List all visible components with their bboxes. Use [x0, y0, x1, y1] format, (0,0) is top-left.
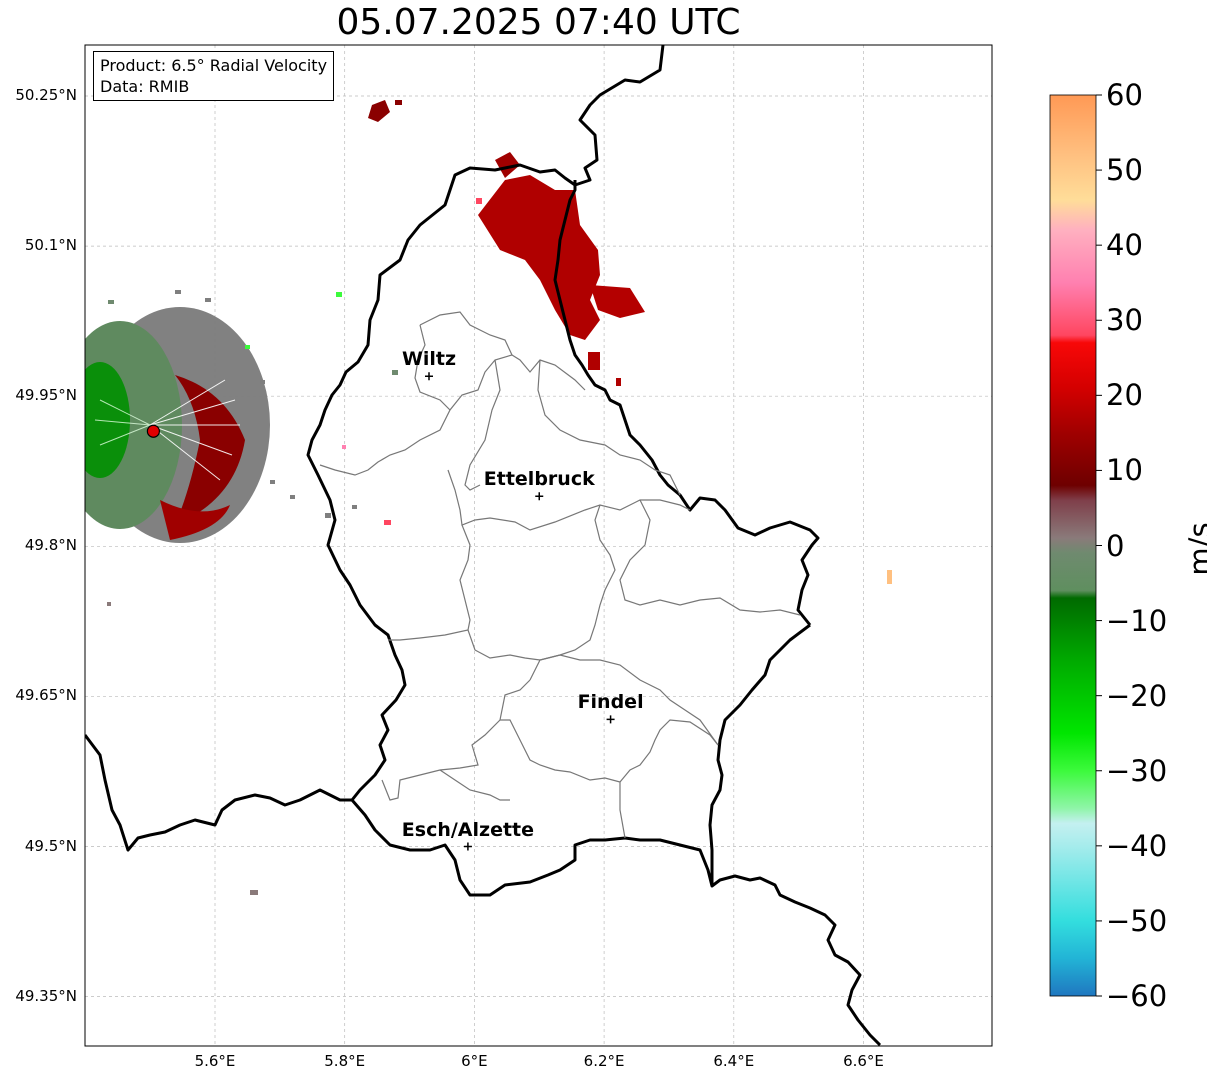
product-info-box: Product: 6.5° Radial Velocity Data: RMIB: [93, 51, 335, 101]
city-marker: [606, 715, 615, 724]
colorbar-tick-label: 40: [1106, 228, 1143, 263]
colorbar-tick-label: 0: [1106, 528, 1125, 563]
lon-tick-label: 6.6°E: [843, 1052, 884, 1070]
colorbar-unit-label: m/s: [1183, 522, 1207, 576]
colorbar-tick-label: 20: [1106, 378, 1143, 413]
lat-tick-label: 49.65°N: [15, 686, 77, 705]
colorbar-tick-label: 60: [1106, 78, 1143, 112]
colorbar-tick-marks: [1096, 94, 1102, 997]
country-borders: [85, 45, 882, 1046]
lon-tick-label: 6°E: [461, 1052, 488, 1070]
lon-tick-label: 5.6°E: [194, 1052, 236, 1070]
data-source-label: Data: RMIB: [100, 77, 190, 96]
lon-tick-label: 5.8°E: [324, 1052, 366, 1070]
canton-boundaries: [319, 311, 801, 839]
colorbar-tick-label: 10: [1106, 453, 1143, 488]
city-label-esch-alzette: Esch/Alzette: [401, 818, 535, 841]
city-label-ettelbruck: Ettelbruck: [483, 468, 595, 491]
lat-tick-label: 50.25°N: [15, 86, 77, 104]
city-label-findel: Findel: [577, 691, 644, 714]
city-markers: [425, 372, 615, 851]
map-frame: [84, 44, 993, 1047]
lat-tick-label: 49.35°N: [15, 986, 77, 1005]
colorbar-tick-label: −30: [1106, 753, 1168, 788]
colorbar-tick-label: −40: [1106, 828, 1168, 863]
radar-echoes: [85, 100, 892, 895]
map-title: 05.07.2025 07:40 UTC: [336, 2, 741, 43]
colorbar-tick-label: −10: [1106, 603, 1168, 638]
colorbar-tick-label: 30: [1106, 303, 1143, 338]
city-marker: [425, 372, 434, 381]
colorbar: [1049, 94, 1097, 997]
colorbar-tick-label: −50: [1106, 903, 1168, 938]
product-label: Product: 6.5° Radial Velocity: [100, 56, 328, 75]
lon-tick-label: 6.2°E: [583, 1052, 625, 1070]
lat-tick-label: 49.95°N: [15, 386, 77, 405]
lon-tick-label: 6.4°E: [713, 1052, 755, 1070]
colorbar-tick-label: 50: [1106, 153, 1143, 188]
lat-tick-label: 50.1°N: [24, 236, 77, 255]
city-marker: [535, 492, 544, 501]
radar-site-marker[interactable]: [146, 424, 160, 438]
city-label-wiltz: Wiltz: [401, 348, 457, 371]
colorbar-tick-label: −60: [1106, 979, 1168, 1013]
lat-tick-label: 49.5°N: [24, 836, 77, 855]
colorbar-tick-label: −20: [1106, 678, 1168, 713]
city-marker: [463, 842, 472, 851]
lat-tick-label: 49.8°N: [24, 536, 77, 555]
